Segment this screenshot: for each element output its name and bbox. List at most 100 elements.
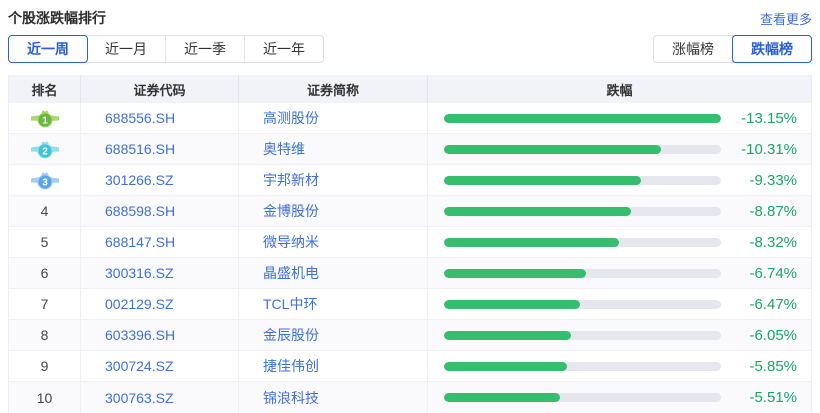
- stock-code-link[interactable]: 688147.SH: [81, 227, 239, 257]
- stock-name-link[interactable]: 宇邦新材: [239, 165, 428, 195]
- stock-name-link[interactable]: 奥特维: [239, 134, 428, 164]
- rank-cell: 9: [9, 351, 81, 381]
- table-row[interactable]: 6 300316.SZ 晶盛机电 -6.74%: [9, 258, 811, 289]
- decline-bar-track: [444, 144, 721, 154]
- stock-name-link[interactable]: 捷佳伟创: [239, 351, 428, 381]
- stock-name-link[interactable]: 晶盛机电: [239, 258, 428, 288]
- stock-name-link[interactable]: TCL中环: [239, 289, 428, 319]
- decline-cell: -8.32%: [428, 227, 811, 257]
- rank-number: 4: [40, 203, 49, 219]
- table-header: 排名 证券代码 证券简称 跌幅: [9, 75, 811, 103]
- col-header-code: 证券代码: [81, 75, 239, 103]
- stock-code-link[interactable]: 300763.SZ: [81, 382, 239, 413]
- col-header-rank: 排名: [9, 75, 81, 103]
- rank-cell: 10: [9, 382, 81, 413]
- stock-name-link[interactable]: 微导纳米: [239, 227, 428, 257]
- table-row[interactable]: 3 301266.SZ 宇邦新材 -9.33%: [9, 165, 811, 196]
- rank-cell: 2: [9, 134, 81, 164]
- rank-cell: 3: [9, 165, 81, 195]
- decline-bar-fill: [444, 299, 581, 309]
- decline-cell: -13.15%: [428, 103, 811, 133]
- decline-cell: -8.87%: [428, 196, 811, 226]
- table-row[interactable]: 9 300724.SZ 捷佳伟创 -5.85%: [9, 351, 811, 382]
- decline-bar-track: [444, 361, 721, 371]
- table-body: 1 688556.SH 高测股份 -13.15% 2 688516.SH 奥特维…: [9, 103, 811, 413]
- stock-code-link[interactable]: 301266.SZ: [81, 165, 239, 195]
- rank-number: 6: [40, 265, 49, 281]
- toggle-losers-board[interactable]: 跌幅榜: [732, 35, 812, 63]
- decline-cell: -5.51%: [428, 382, 811, 413]
- decline-percent: -6.05%: [749, 326, 797, 344]
- col-header-name: 证券简称: [239, 75, 428, 103]
- medal-rank-1-icon: 1: [30, 110, 59, 128]
- table-row[interactable]: 8 603396.SH 金辰股份 -6.05%: [9, 320, 811, 351]
- decline-bar-fill: [444, 175, 641, 185]
- decline-percent: -8.32%: [749, 233, 797, 251]
- stock-name-link[interactable]: 高测股份: [239, 103, 428, 133]
- decline-bar-track: [444, 268, 721, 278]
- decline-bar-track: [444, 330, 721, 340]
- stock-code-link[interactable]: 688516.SH: [81, 134, 239, 164]
- rank-cell: 5: [9, 227, 81, 257]
- medal-rank-3-icon: 3: [30, 172, 59, 190]
- rank-number: 8: [40, 327, 49, 343]
- svg-text:2: 2: [42, 147, 48, 158]
- controls-row: 近一周 近一月 近一季 近一年 涨幅榜 跌幅榜: [8, 35, 812, 63]
- decline-bar-track: [444, 299, 721, 309]
- decline-bar-track: [444, 237, 721, 247]
- stock-name-link[interactable]: 锦浪科技: [239, 382, 428, 413]
- decline-percent: -9.33%: [749, 171, 797, 189]
- table-row[interactable]: 10 300763.SZ 锦浪科技 -5.51%: [9, 382, 811, 413]
- decline-percent: -8.87%: [749, 202, 797, 220]
- rank-medal-icon: 2: [30, 139, 60, 159]
- decline-percent: -6.74%: [749, 264, 797, 282]
- tab-last-month[interactable]: 近一月: [87, 36, 166, 62]
- decline-percent: -5.85%: [749, 357, 797, 375]
- toggle-gainers-board[interactable]: 涨幅榜: [654, 36, 733, 62]
- decline-bar-fill: [444, 144, 662, 154]
- decline-cell: -5.85%: [428, 351, 811, 381]
- decline-percent: -6.47%: [749, 295, 797, 313]
- decline-cell: -9.33%: [428, 165, 811, 195]
- decline-cell: -6.05%: [428, 320, 811, 350]
- table-row[interactable]: 5 688147.SH 微导纳米 -8.32%: [9, 227, 811, 258]
- rank-cell: 4: [9, 196, 81, 226]
- rank-medal-icon: 1: [30, 108, 60, 128]
- topbar: 个股涨跌幅排行 查看更多: [8, 10, 812, 27]
- stock-code-link[interactable]: 688598.SH: [81, 196, 239, 226]
- rank-number: 7: [40, 296, 49, 312]
- rank-cell: 1: [9, 103, 81, 133]
- tab-last-quarter[interactable]: 近一季: [166, 36, 245, 62]
- table-row[interactable]: 7 002129.SZ TCL中环 -6.47%: [9, 289, 811, 320]
- svg-text:1: 1: [42, 116, 48, 127]
- stock-code-link[interactable]: 688556.SH: [81, 103, 239, 133]
- page-title: 个股涨跌幅排行: [8, 10, 106, 26]
- stock-name-link[interactable]: 金辰股份: [239, 320, 428, 350]
- decline-cell: -10.31%: [428, 134, 811, 164]
- table-row[interactable]: 4 688598.SH 金博股份 -8.87%: [9, 196, 811, 227]
- tab-last-year[interactable]: 近一年: [263, 41, 305, 57]
- rank-cell: 8: [9, 320, 81, 350]
- period-tab-group: 近一周 近一月 近一季 近一年: [8, 35, 324, 63]
- table-row[interactable]: 1 688556.SH 高测股份 -13.15%: [9, 103, 811, 134]
- decline-cell: -6.47%: [428, 289, 811, 319]
- rank-number: 9: [40, 358, 49, 374]
- rank-medal-icon: 3: [30, 170, 60, 190]
- stock-code-link[interactable]: 300316.SZ: [81, 258, 239, 288]
- decline-bar-fill: [444, 268, 587, 278]
- decline-percent: -13.15%: [741, 109, 797, 127]
- decline-cell: -6.74%: [428, 258, 811, 288]
- decline-bar-fill: [444, 237, 620, 247]
- stock-code-link[interactable]: 603396.SH: [81, 320, 239, 350]
- decline-bar-track: [444, 206, 721, 216]
- stock-code-link[interactable]: 002129.SZ: [81, 289, 239, 319]
- table-row[interactable]: 2 688516.SH 奥特维 -10.31%: [9, 134, 811, 165]
- rank-cell: 6: [9, 258, 81, 288]
- view-more-link[interactable]: 查看更多: [759, 11, 812, 27]
- tab-last-week[interactable]: 近一周: [8, 35, 88, 63]
- stock-code-link[interactable]: 300724.SZ: [81, 351, 239, 381]
- ranking-table: 排名 证券代码 证券简称 跌幅 1 688556.SH 高测股份 -13.15%…: [8, 75, 812, 413]
- decline-percent: -5.51%: [749, 389, 797, 406]
- stock-name-link[interactable]: 金博股份: [239, 196, 428, 226]
